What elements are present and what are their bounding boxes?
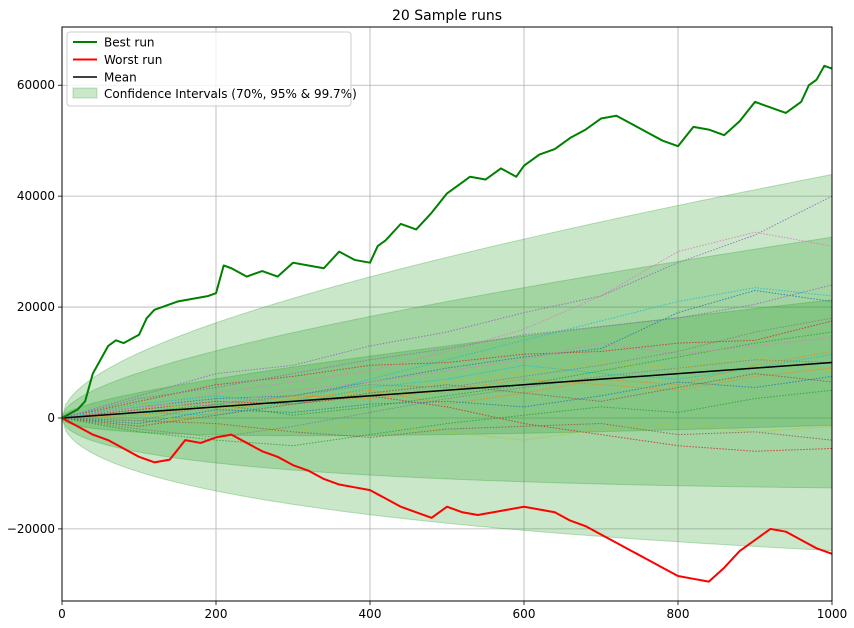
sample-run-line-19 [62,411,832,441]
y-tick-label-1: 0 [47,411,55,425]
legend-worst-label: Worst run [104,53,162,67]
sample-run-line-1 [62,289,832,419]
sample-run-line-16 [62,373,832,427]
y-tick-label-0: −20000 [7,522,55,536]
legend-ci-label: Confidence Intervals (70%, 95% & 99.7%) [104,87,357,101]
legend-best-label: Best run [104,36,155,50]
legend-ci-swatch [72,87,98,99]
y-tick-label-4: 60000 [17,78,55,92]
sample-run-line-8 [62,359,832,438]
worst-run-line [62,417,832,583]
sample-run-line-13 [62,389,832,447]
sample-runs [62,195,832,452]
mean-line [62,361,832,419]
sample-run-line-20 [62,353,832,419]
sample-run-line-18 [62,317,832,422]
legend-box [66,31,352,107]
sample-run-line-15 [62,284,832,419]
legend: Best run Worst run Mean Confidence Inter… [66,31,357,107]
sample-run-line-2 [62,350,832,427]
highlighted-runs [62,64,832,583]
sample-run-line-3 [62,331,832,419]
sample-run-line-12 [62,367,832,419]
y-tick-label-2: 20000 [17,300,55,314]
sample-run-line-14 [62,395,832,452]
best-run-line [62,64,832,419]
x-tick-label-2: 400 [359,607,382,621]
x-tick-label-5: 1000 [817,607,848,621]
confidence-interval-bands [62,174,832,552]
plot-frame [61,26,833,602]
sample-run-line-11 [62,375,832,425]
axis-ticks: 0 200 400 600 800 1000 −20000 0 20000 40000 60000 [7,78,848,621]
y-tick-label-3: 40000 [17,189,55,203]
chart-title: 20 Sample runs [392,8,502,24]
x-tick-label-1: 200 [205,607,228,621]
sample-run-line-9 [62,356,832,419]
x-tick-label-3: 600 [513,607,536,621]
x-tick-label-0: 0 [58,607,66,621]
x-tick-label-4: 800 [667,607,690,621]
ci-band-997 [62,174,832,552]
legend-mean-label: Mean [104,71,137,85]
ci-band-95 [62,236,832,489]
sample-run-line-17 [62,337,832,419]
